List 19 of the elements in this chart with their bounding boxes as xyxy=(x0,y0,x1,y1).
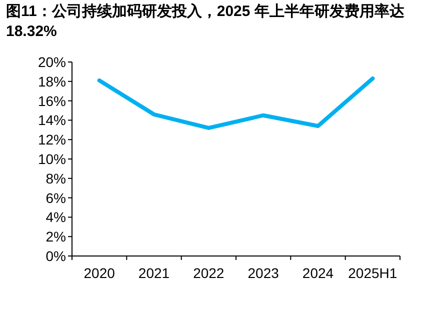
y-tick-label: 12% xyxy=(38,132,66,148)
y-tick-label: 14% xyxy=(38,112,66,128)
x-tick-label: 2024 xyxy=(302,265,334,281)
x-tick-label: 2023 xyxy=(248,265,280,281)
y-tick-label: 2% xyxy=(46,228,66,245)
y-tick-label: 4% xyxy=(46,209,66,226)
chart-title: 图11：公司持续加码研发投入，2025 年上半年研发费用率达 18.32% xyxy=(6,2,406,42)
y-tick-label: 10% xyxy=(38,151,66,167)
x-tick-label: 2020 xyxy=(84,265,116,281)
y-tick-label: 8% xyxy=(46,170,66,186)
x-tick-label: 2022 xyxy=(193,265,224,281)
y-tick-label: 0% xyxy=(46,248,66,264)
y-tick-label: 18% xyxy=(38,73,66,90)
y-tick-label: 16% xyxy=(38,92,66,109)
line-series xyxy=(97,76,375,130)
y-tick-label: 20% xyxy=(38,54,66,70)
x-tick-label: 2025H1 xyxy=(348,265,398,281)
y-tick-label: 6% xyxy=(46,190,66,206)
x-tick-label: 2021 xyxy=(138,265,170,281)
